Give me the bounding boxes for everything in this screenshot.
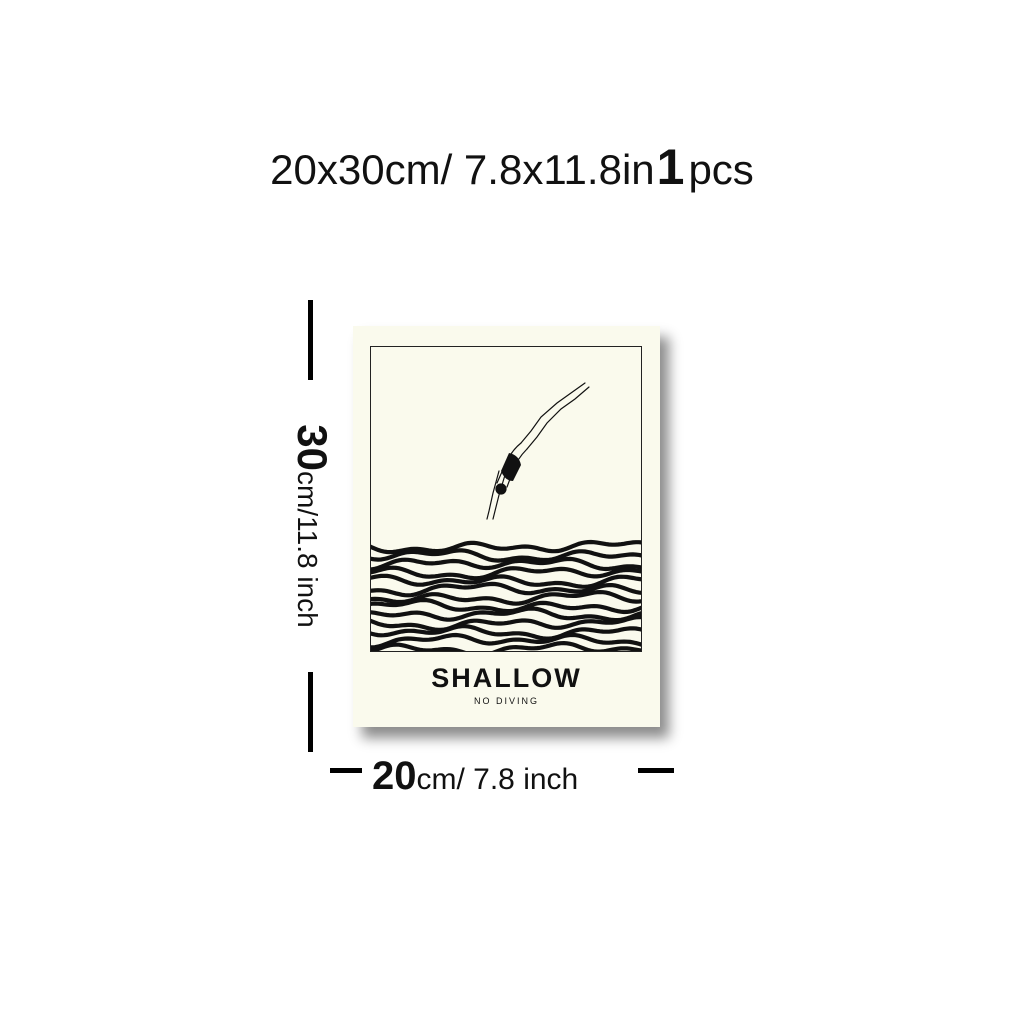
quantity-unit: pcs <box>688 146 754 193</box>
wave-pattern <box>371 539 641 651</box>
swimsuit <box>501 453 521 481</box>
diver-figure <box>486 382 590 520</box>
width-unit: cm/ 7.8 inch <box>416 763 579 796</box>
wave-line <box>371 581 641 598</box>
wave-line <box>371 640 641 651</box>
wave-line <box>371 573 641 589</box>
poster-artwork-frame <box>370 346 642 652</box>
height-line-bottom <box>308 672 313 752</box>
wave-line <box>371 565 641 581</box>
height-dimension: 30cm/11.8 inch <box>289 300 336 752</box>
width-line-right <box>638 768 674 773</box>
height-unit: cm/11.8 inch <box>292 471 323 628</box>
wave-line <box>371 632 641 650</box>
width-line-left <box>330 768 362 773</box>
wave-line <box>371 556 641 572</box>
wave-line <box>371 548 641 563</box>
wave-line <box>371 623 641 641</box>
height-number: 30 <box>289 424 336 472</box>
wave-line <box>371 539 641 555</box>
quantity-number: 1 <box>656 139 685 195</box>
width-dimension: 20cm/ 7.8 inch <box>330 752 675 798</box>
poster-preview: SHALLOW NO DIVING <box>353 326 660 727</box>
poster-subtitle: NO DIVING <box>473 696 539 706</box>
width-label: 20cm/ 7.8 inch <box>372 754 578 799</box>
height-line-top <box>308 300 313 380</box>
wave-line <box>371 597 641 615</box>
wave-line <box>371 606 641 623</box>
size-text: 20x30cm/ 7.8x11.8in <box>270 146 655 193</box>
width-number: 20 <box>372 754 417 798</box>
poster-title: SHALLOW <box>431 663 582 693</box>
wave-line <box>371 615 641 632</box>
height-label: 30cm/11.8 inch <box>288 424 336 627</box>
size-heading: 20x30cm/ 7.8x11.8in1pcs <box>0 138 1024 196</box>
diver-illustration <box>371 382 641 651</box>
